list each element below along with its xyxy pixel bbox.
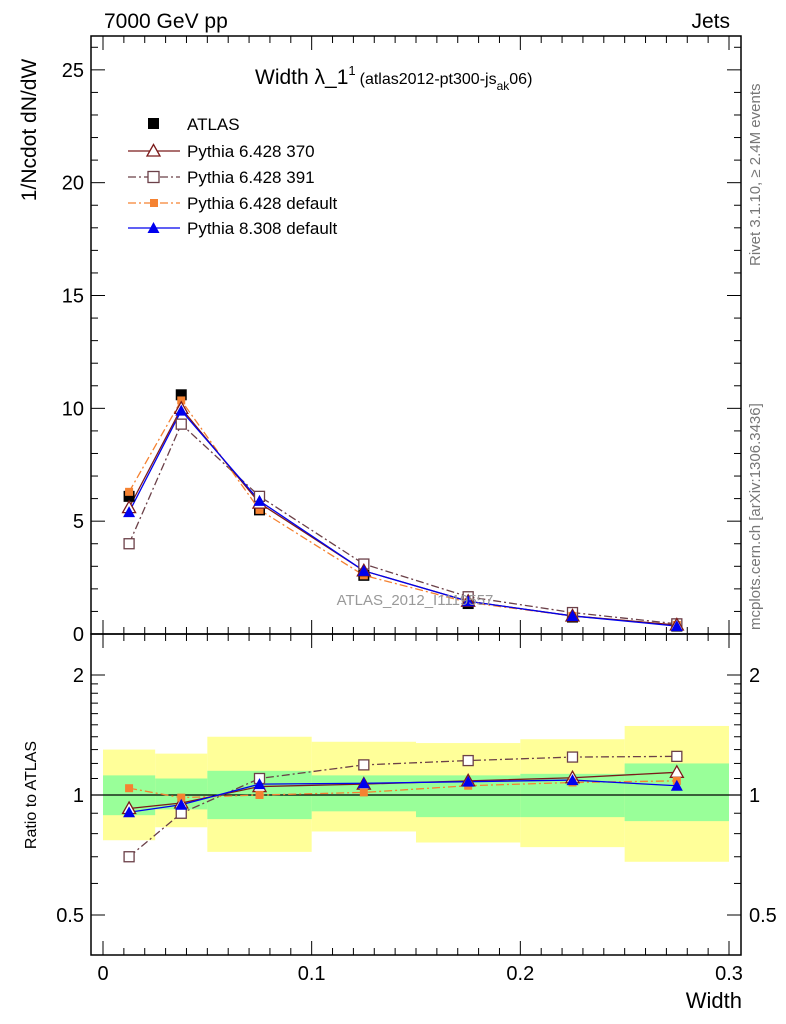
main-point-pythia6-391: [175, 418, 187, 430]
ratio-y-tick-label: 0.5: [56, 905, 84, 927]
ratio-point-pythia6-default: [255, 791, 264, 799]
ratio-y-axis-label: Ratio to ATLAS: [23, 741, 40, 849]
ratio-point-pythia6-default: [359, 788, 368, 797]
main-point-atlas: [123, 490, 135, 502]
legend-label-pythia6-370: Pythia 6.428 370: [187, 142, 315, 161]
plot-title-sub: (atlas2012-pt300-js: [360, 71, 497, 88]
main-point-pythia6-default: [125, 487, 134, 496]
x-tick-label: 0.2: [506, 963, 534, 985]
legend-marker-pythia6-391: [147, 170, 160, 184]
main-y-tick-label: 20: [62, 173, 84, 195]
legend-label-pythia6-391: Pythia 6.428 391: [187, 168, 315, 187]
legend-marker-pythia8-default: [147, 222, 160, 233]
legend-entry-pythia6-370: Pythia 6.428 370: [128, 142, 315, 161]
plot-title: Width λ_11 (atlas2012-pt300-jsak06): [255, 63, 532, 93]
ratio-point-pythia6-391: [671, 750, 683, 763]
ratio-point-pythia8-default: [566, 774, 579, 786]
main-point-pythia6-default: [177, 396, 186, 405]
ratio-panel: 0 0.1 0.2 0.3 0.5 0.5 1 1 2 2: [56, 633, 777, 985]
x-axis-label: Width: [686, 988, 742, 1013]
x-tick-label: 0: [97, 963, 108, 985]
main-point-pythia8-default: [123, 506, 136, 518]
legend-label-pythia8-default: Pythia 8.308 default: [187, 219, 338, 238]
ratio-point-pythia8-default: [253, 778, 266, 790]
plot-title-sub-end: 06): [509, 71, 532, 88]
legend-entry-pythia8-default: Pythia 8.308 default: [128, 219, 338, 238]
legend-marker-atlas: [148, 118, 159, 129]
ratio-point-pythia8-default: [670, 779, 683, 791]
ratio-y-tick-label: 2: [73, 665, 84, 687]
main-y-tick-label: 0: [73, 624, 84, 646]
ratio-point-pythia8-default: [462, 775, 475, 787]
main-point-pythia8-default: [566, 609, 579, 621]
ratio-point-pythia6-391: [566, 751, 579, 763]
mcplots-side-text: mcplots.cern.ch [arXiv:1306.3436]: [747, 403, 764, 630]
main-point-pythia6-default: [255, 505, 264, 514]
legend-label-atlas: ATLAS: [187, 115, 240, 134]
main-y-axis-label: 1/Ncdot dN/dW: [18, 59, 41, 202]
ratio-point-pythia8-default: [357, 777, 370, 789]
ratio-point-pythia6-391: [358, 759, 370, 771]
ratio-point-pythia8-default: [123, 806, 136, 818]
header-right-text: Jets: [691, 10, 730, 33]
main-y-tick-label: 15: [62, 286, 84, 308]
main-point-pythia8-default: [253, 494, 266, 506]
main-point-pythia8-default: [175, 404, 188, 416]
plot-title-sub-ak: ak: [497, 79, 511, 93]
main-point-atlas: [175, 389, 187, 401]
legend-marker-pythia6-default: [150, 199, 158, 207]
main-point-pythia8-default: [670, 620, 683, 632]
ratio-point-pythia6-default: [177, 793, 186, 802]
header-left-text: 7000 GeV pp: [104, 10, 228, 33]
main-y-tick-label: 10: [62, 398, 84, 420]
ratio-y-tick-label-right: 2: [749, 665, 760, 687]
ratio-y-tick-label-right: 1: [749, 785, 760, 807]
legend-entry-atlas: ATLAS: [148, 115, 240, 134]
plot-title-main: Width λ_1: [255, 66, 348, 89]
legend-entry-pythia6-default: Pythia 6.428 default: [128, 194, 338, 213]
ratio-y-tick-label-right: 0.5: [749, 905, 777, 927]
ratio-point-pythia8-default: [175, 798, 188, 810]
main-y-tick-label: 25: [62, 60, 84, 82]
main-point-pythia8-default: [462, 595, 475, 607]
main-y-tick-label: 5: [73, 511, 84, 533]
analysis-watermark: ATLAS_2012_I1119557: [337, 592, 494, 609]
main-point-pythia6-391: [123, 538, 135, 550]
legend-label-pythia6-default: Pythia 6.428 default: [187, 194, 338, 213]
ratio-point-pythia6-391: [462, 754, 474, 767]
main-panel: 0 5 10 15 20 25: [62, 35, 742, 646]
ratio-point-pythia6-default: [125, 784, 134, 793]
ratio-point-pythia6-391: [123, 851, 135, 863]
plot-title-sup: 1: [348, 63, 355, 78]
main-point-pythia8-default: [357, 564, 370, 576]
legend: ATLAS Pythia 6.428 370 Pythia 6.428 391 …: [128, 115, 338, 238]
x-tick-label: 0.3: [715, 963, 743, 985]
rivet-side-text: Rivet 3.1.10, ≥ 2.4M events: [747, 84, 764, 267]
x-tick-label: 0.1: [298, 963, 326, 985]
ratio-y-tick-label: 1: [73, 785, 84, 807]
legend-marker-pythia6-370: [145, 143, 162, 157]
legend-entry-pythia6-391: Pythia 6.428 391: [128, 168, 315, 187]
